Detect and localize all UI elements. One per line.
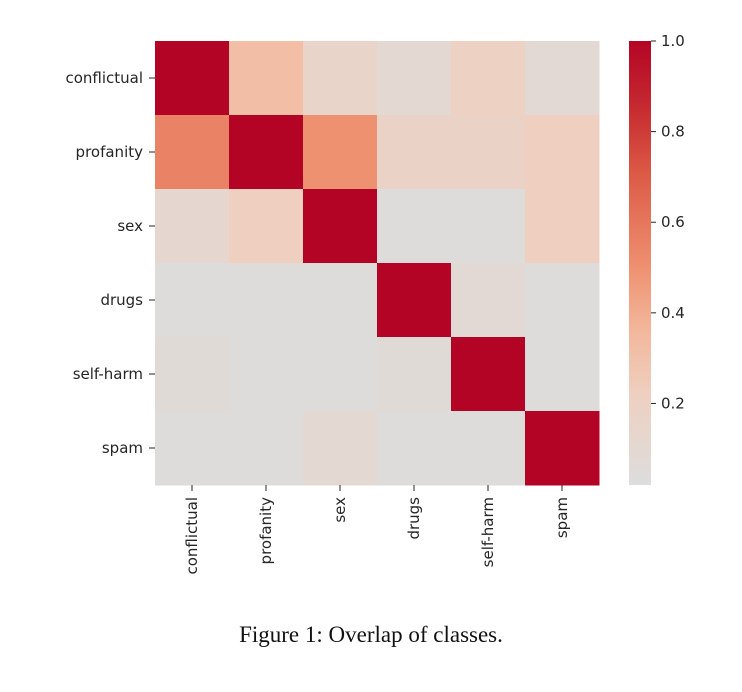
heatmap-cell-sex-self-harm (451, 189, 526, 264)
heatmap-cell-drugs-profanity (229, 263, 304, 338)
row-label: drugs (100, 291, 143, 309)
colorbar-tick-label: 0.6 (661, 213, 685, 231)
heatmap-cell-profanity-sex (303, 115, 378, 190)
column-label: spam (553, 497, 571, 538)
heatmap-cell-conflictual-sex (303, 41, 378, 116)
heatmap-cell-profanity-conflictual (155, 115, 230, 190)
heatmap-cell-self-harm-conflictual (155, 337, 230, 412)
heatmap-cell-drugs-spam (525, 263, 600, 338)
row-label: self-harm (73, 365, 143, 383)
heatmap-cell-sex-profanity (229, 189, 304, 264)
heatmap-cell-spam-spam (525, 411, 600, 486)
row-labels: conflictual profanity sex drugs self-harm spa… (65, 69, 155, 457)
column-labels: conflictual profanity sex drugs self-harm spa… (183, 485, 571, 575)
heatmap-cell-self-harm-profanity (229, 337, 304, 412)
colorbar-tick-label: 0.2 (661, 394, 685, 412)
heatmap-cell-conflictual-profanity (229, 41, 304, 116)
heatmap-cell-sex-sex (303, 189, 378, 264)
heatmap-cell-self-harm-sex (303, 337, 378, 412)
heatmap-cell-conflictual-conflictual (155, 41, 230, 116)
heatmap-cell-conflictual-self-harm (451, 41, 526, 116)
heatmap-cell-spam-drugs (377, 411, 452, 486)
row-label: sex (117, 217, 143, 235)
colorbar-gradient (629, 41, 651, 485)
heatmap-cell-self-harm-self-harm (451, 337, 526, 412)
heatmap-cell-profanity-spam (525, 115, 600, 190)
heatmap-cell-conflictual-spam (525, 41, 600, 116)
colorbar-tick-label: 0.4 (661, 304, 685, 322)
heatmap-cell-drugs-self-harm (451, 263, 526, 338)
heatmap-cell-sex-drugs (377, 189, 452, 264)
figure-caption: Figure 1: Overlap of classes. (239, 622, 503, 647)
heatmap-cell-spam-self-harm (451, 411, 526, 486)
heatmap-cell-self-harm-drugs (377, 337, 452, 412)
row-label: spam (102, 439, 143, 457)
heatmap-cell-profanity-drugs (377, 115, 452, 190)
heatmap-cell-self-harm-spam (525, 337, 600, 412)
row-label: profanity (76, 143, 144, 161)
column-label: conflictual (183, 497, 201, 575)
row-label: conflictual (65, 69, 143, 87)
column-label: profanity (257, 497, 275, 565)
heatmap-cell-drugs-conflictual (155, 263, 230, 338)
heatmap-cell-sex-spam (525, 189, 600, 264)
heatmap-cell-spam-profanity (229, 411, 304, 486)
column-label: drugs (405, 497, 423, 540)
heatmap-cell-profanity-self-harm (451, 115, 526, 190)
heatmap-cell-drugs-drugs (377, 263, 452, 338)
colorbar: 0.2 0.4 0.6 0.8 1.0 (629, 32, 685, 485)
column-label: self-harm (479, 497, 497, 567)
heatmap-cell-drugs-sex (303, 263, 378, 338)
heatmap-cell-sex-conflictual (155, 189, 230, 264)
colorbar-tick-label: 0.8 (661, 123, 685, 141)
colorbar-tick-label: 1.0 (661, 32, 685, 50)
heatmap-cell-spam-conflictual (155, 411, 230, 486)
heatmap-cell-conflictual-drugs (377, 41, 452, 116)
heatmap-cell-profanity-profanity (229, 115, 304, 190)
heatmap-cell-spam-sex (303, 411, 378, 486)
column-label: sex (331, 497, 349, 523)
heatmap-cells (155, 41, 600, 486)
